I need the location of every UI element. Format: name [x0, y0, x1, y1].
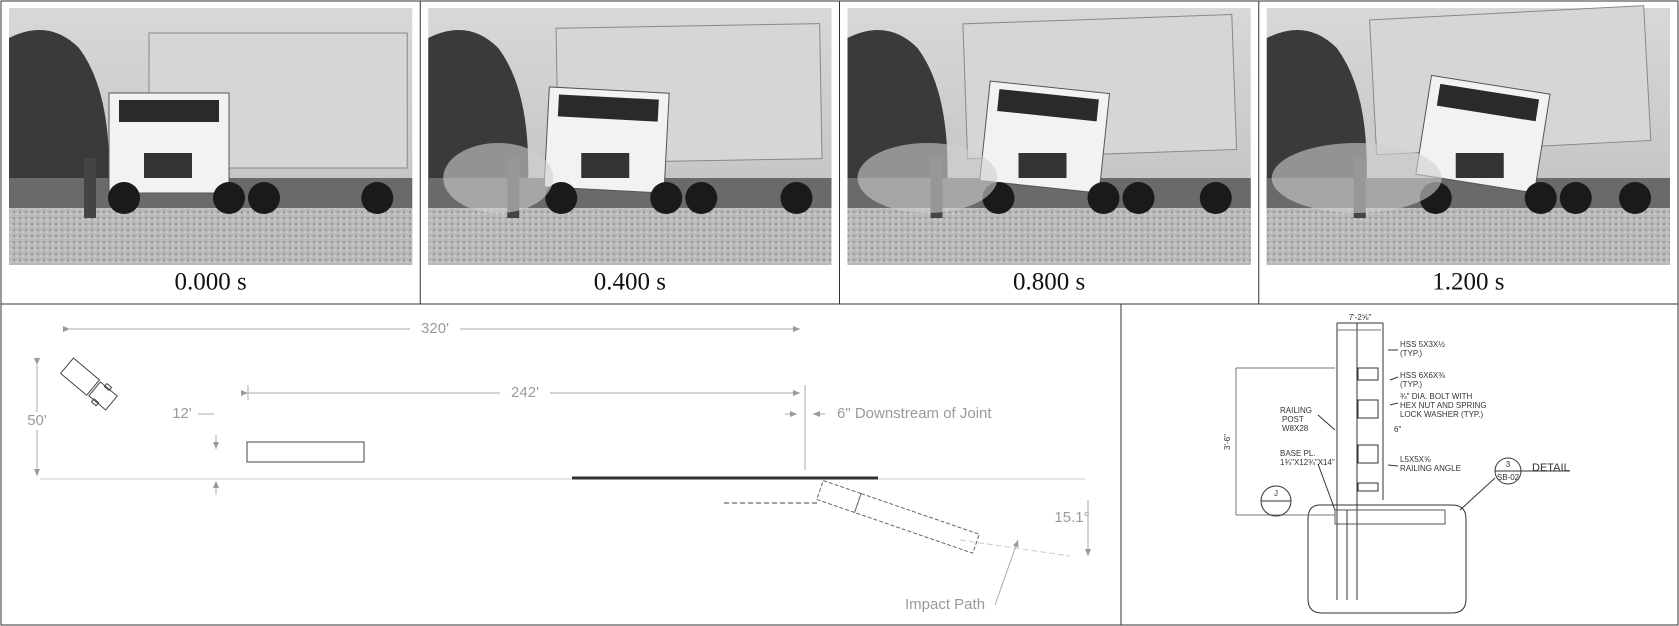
photo [9, 8, 412, 265]
detail-label: DETAIL [1532, 462, 1570, 474]
callout: HSS 6X6X⅜ [1400, 371, 1445, 380]
dimension-label: 242' [511, 384, 539, 401]
photo-wheel [248, 182, 280, 214]
dimension-label: 3'-6" [1223, 434, 1232, 450]
vehicle-start [59, 357, 119, 413]
frame-time: 0.400 s [594, 269, 666, 296]
photo-wheel [781, 182, 813, 214]
photo-wheel [1560, 182, 1592, 214]
photo-wheel [685, 182, 717, 214]
callout: 1¾"X12¾"X14" [1280, 458, 1335, 467]
photo-grille [1019, 153, 1067, 178]
dimension-label: 50' [27, 412, 47, 429]
photo-wheel [1123, 182, 1155, 214]
photo [1267, 6, 1670, 265]
dimension-label: 6" [1394, 425, 1401, 434]
frame-time: 0.000 s [175, 269, 247, 296]
callout: RAILING ANGLE [1400, 464, 1461, 473]
figure: 0.000 s 0.400 s 0.800 s 1.200 s 320' 242' 6… [0, 0, 1679, 626]
photo-wheel [108, 182, 140, 214]
callout: (TYP.) [1400, 349, 1422, 358]
section-mark: J [1274, 489, 1278, 498]
callout: LOCK WASHER (TYP.) [1400, 410, 1483, 419]
photo-row: 0.000 s 0.400 s 0.800 s 1.200 s [9, 1, 1670, 304]
vehicle-impact [817, 481, 980, 554]
photo-grille [1456, 153, 1504, 178]
callout: POST [1282, 415, 1304, 424]
callout: BASE PL. [1280, 449, 1316, 458]
photo-wheel [361, 182, 393, 214]
leader [995, 540, 1018, 605]
photo-grille [581, 153, 629, 178]
frame-time: 1.200 s [1432, 269, 1504, 296]
photo-wheel [1619, 182, 1651, 214]
photo-wheel [213, 182, 245, 214]
photo-windshield [119, 100, 219, 122]
photo-dust [443, 143, 553, 213]
detail-number: 3 [1506, 460, 1511, 469]
photo-dust [858, 143, 998, 213]
photo-wheel [1200, 182, 1232, 214]
photo-ground [428, 208, 831, 265]
callout: (TYP.) [1400, 380, 1422, 389]
photo-dust [1272, 143, 1442, 213]
callout: RAILING [1280, 406, 1312, 415]
photo-barrier [84, 158, 96, 218]
callout: L5X5X⅝ [1400, 455, 1431, 464]
detail-sheet: SB-02 [1497, 473, 1520, 482]
callout: W8X28 [1282, 424, 1309, 433]
barrier-block [247, 442, 364, 462]
impact-point-label: 6" Downstream of Joint [837, 405, 992, 422]
impact-path-label: Impact Path [905, 596, 985, 613]
angle-label: 15.1° [1054, 509, 1089, 526]
dimension-label: 7'-2⅝" [1349, 313, 1372, 322]
site-plan: 320' 242' 6" Downstream of Joint 50' 12' [22, 320, 1090, 613]
photo-wheel [650, 182, 682, 214]
callout: HSS 5X3X½ [1400, 340, 1445, 349]
photo-wheel [1088, 182, 1120, 214]
callout: ¾" DIA. BOLT WITH [1400, 392, 1473, 401]
photo-ground [848, 208, 1251, 265]
photo-ground [1267, 208, 1670, 265]
callout: HEX NUT AND SPRING [1400, 401, 1487, 410]
photo-grille [144, 153, 192, 178]
photo [848, 8, 1251, 265]
photo-wheel [1525, 182, 1557, 214]
photo-ground [9, 208, 412, 265]
photo [428, 8, 831, 265]
dimension-label: 320' [421, 320, 449, 337]
dimension-label: 12' [172, 405, 192, 422]
rail-detail-labels: 7'-2⅝" HSS 5X3X½ (TYP.) HSS 6X6X⅜ (TYP.)… [1223, 313, 1570, 498]
frame-time: 0.800 s [1013, 269, 1085, 296]
